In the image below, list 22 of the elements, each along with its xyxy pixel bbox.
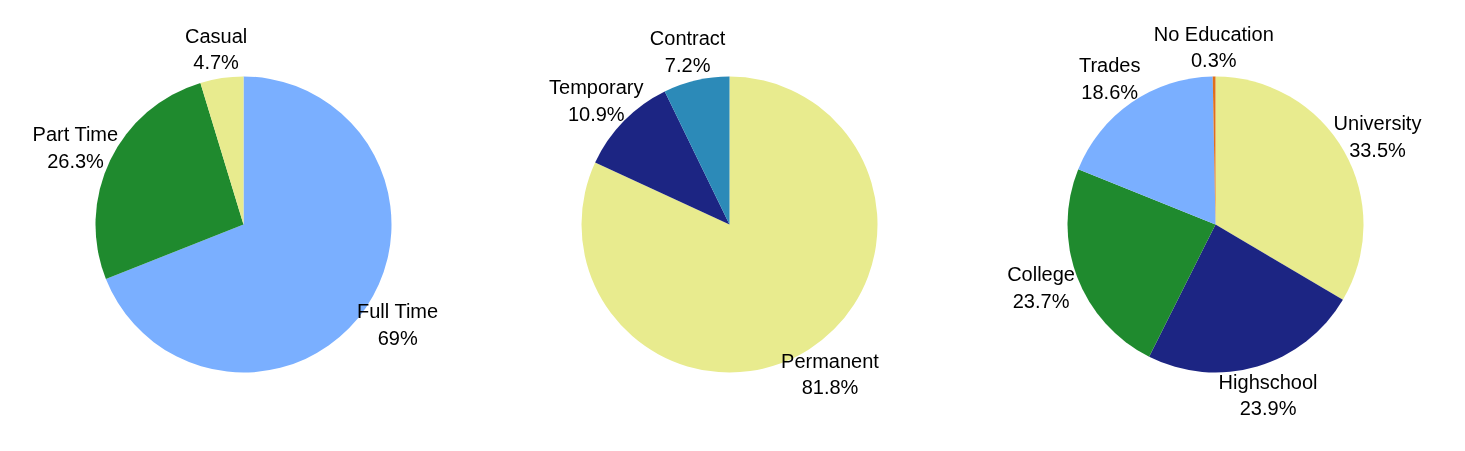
slice-label: University [1333, 112, 1422, 135]
slice-label: Permanent [781, 349, 880, 372]
slice-label: Contract [649, 27, 726, 50]
data-label: 18.6% [1081, 80, 1139, 103]
slice-label: Temporary [549, 75, 644, 98]
data-label: 4.7% [193, 51, 240, 74]
slice-label: Casual [184, 24, 248, 47]
data-label: 69% [377, 326, 418, 349]
slice-label: Part Time [32, 123, 119, 146]
slice-label: Full Time [356, 300, 439, 323]
slice-label: Trades [1078, 53, 1141, 76]
slice-label: College [1007, 262, 1075, 285]
data-label: 23.9% [1239, 397, 1297, 420]
slice-label: No Education [1153, 22, 1274, 45]
data-label: 7.2% [664, 53, 711, 76]
data-label: 10.9% [567, 102, 625, 125]
data-label: 33.5% [1349, 138, 1407, 161]
data-label: 0.3% [1190, 49, 1237, 72]
data-label: 23.7% [1012, 289, 1070, 312]
data-label: 26.3% [47, 149, 105, 172]
data-label: 81.8% [801, 376, 859, 399]
slice-label: Highschool [1218, 370, 1318, 393]
